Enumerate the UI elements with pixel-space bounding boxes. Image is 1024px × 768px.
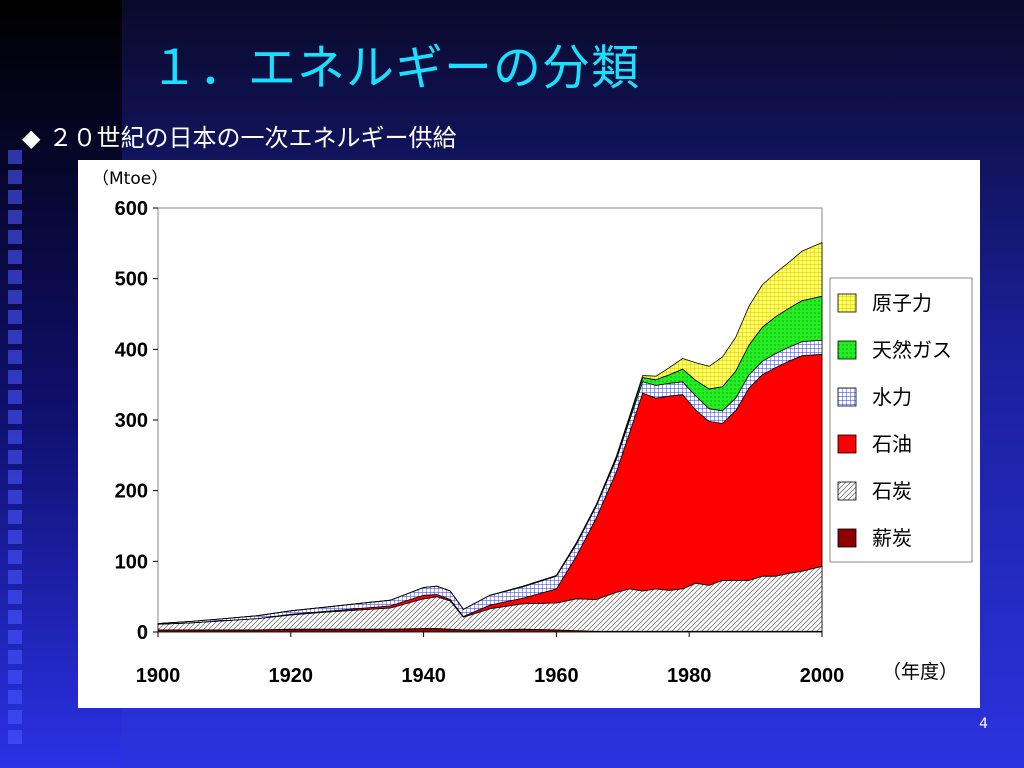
area-series-5 bbox=[157, 241, 823, 624]
legend-swatch-3 bbox=[837, 434, 857, 454]
slide-subtitle: ◆ ２０世紀の日本の一次エネルギー供給 bbox=[22, 118, 456, 153]
x-tick-label: 1960 bbox=[534, 665, 579, 687]
y-tick-label: 400 bbox=[115, 339, 148, 361]
y-axis-label: （Mtoe） bbox=[92, 169, 168, 189]
y-tick-label: 200 bbox=[115, 481, 148, 503]
x-axis-label: （年度） bbox=[882, 661, 958, 683]
x-tick-label: 1900 bbox=[136, 665, 181, 687]
x-tick-label: 1920 bbox=[269, 665, 314, 687]
slide-title: １．エネルギーの分類 bbox=[150, 40, 641, 96]
diamond-icon: ◆ bbox=[22, 124, 41, 152]
legend-label-4: 石炭 bbox=[872, 479, 912, 503]
y-tick-label: 600 bbox=[115, 198, 148, 220]
legend-label-1: 天然ガス bbox=[872, 338, 952, 362]
x-tick-label: 1980 bbox=[667, 665, 712, 687]
legend-swatch-1 bbox=[837, 340, 857, 360]
legend-label-0: 原子力 bbox=[872, 291, 932, 315]
y-tick-label: 300 bbox=[115, 410, 148, 432]
decorative-squares bbox=[8, 150, 28, 750]
legend-label-3: 石油 bbox=[872, 432, 912, 456]
chart-panel: 0 100 200 300 400 500 600 1900 1920 1940 1960 1980 2… bbox=[78, 160, 980, 708]
x-tick-label: 2000 bbox=[800, 665, 845, 687]
legend-box bbox=[829, 277, 973, 563]
energy-supply-chart: 0 100 200 300 400 500 600 1900 1920 1940 1960 1980 2… bbox=[92, 169, 973, 687]
y-tick-label: 0 bbox=[137, 622, 148, 644]
x-tick-label: 1940 bbox=[401, 665, 446, 687]
legend-label-5: 薪炭 bbox=[872, 526, 912, 550]
page-number: 4 bbox=[979, 716, 988, 732]
subtitle-text: ２０世紀の日本の一次エネルギー供給 bbox=[48, 124, 457, 152]
legend-swatch-0 bbox=[837, 293, 857, 313]
legend-swatch-2 bbox=[837, 387, 857, 407]
legend-swatch-5 bbox=[837, 528, 857, 548]
legend-swatch-4 bbox=[837, 481, 857, 501]
y-tick-label: 500 bbox=[115, 269, 148, 291]
legend-label-2: 水力 bbox=[872, 385, 912, 409]
y-tick-label: 100 bbox=[115, 551, 148, 573]
